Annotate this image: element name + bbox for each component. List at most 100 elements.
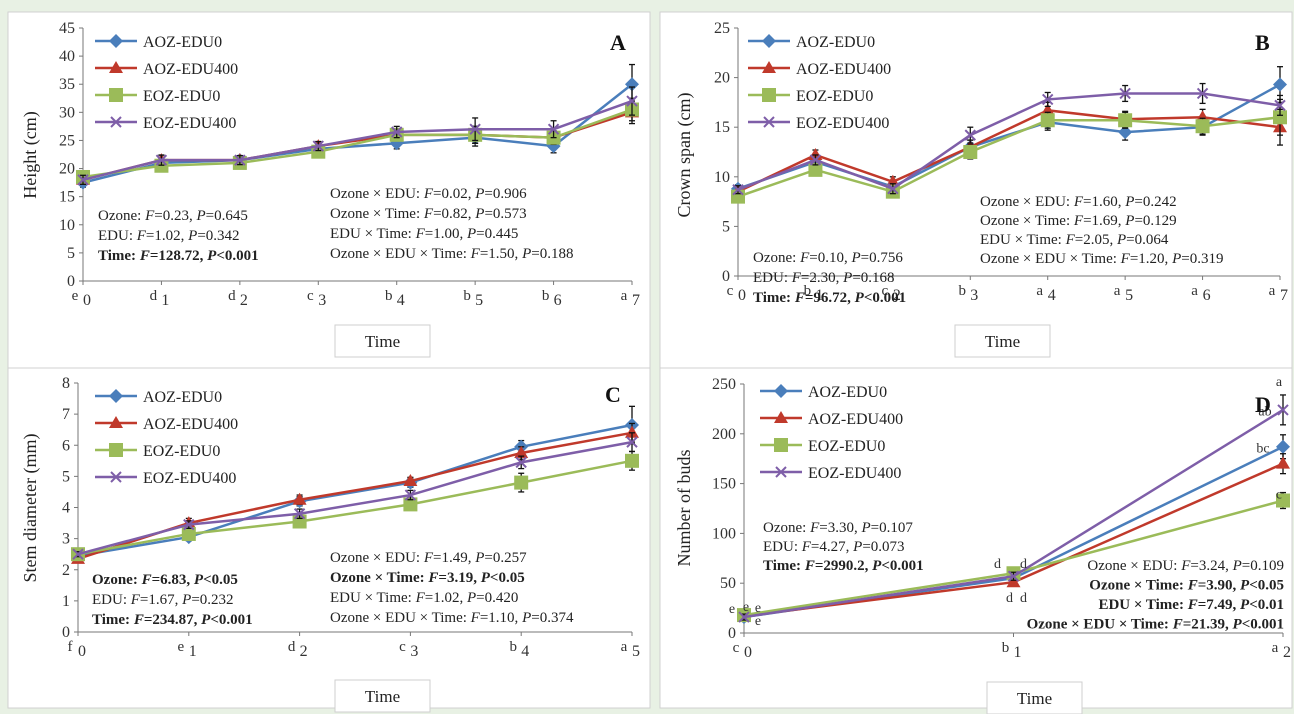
x-tick-label: 7 — [1280, 287, 1288, 304]
x-significance-letter: b — [542, 288, 550, 304]
series-eoz-edu400 — [77, 86, 638, 186]
legend-marker — [110, 116, 122, 128]
point-significance-letter: e — [755, 614, 761, 629]
data-point — [292, 492, 307, 505]
x-tick-label: 0 — [78, 643, 86, 660]
stat-line: EDU: F=4.27, P=0.073 — [763, 539, 905, 555]
x-tick-label: 5 — [632, 643, 640, 660]
stat-line: EDU: F=2.30, P=0.168 — [753, 270, 895, 286]
x-significance-letter: d — [150, 288, 158, 304]
x-tick-label: 2 — [300, 643, 308, 660]
point-significance-letter: d — [1020, 557, 1027, 572]
legend-entry: AOZ-EDU0 — [760, 384, 887, 401]
data-point — [391, 126, 403, 138]
x-significance-letter: a — [1272, 640, 1279, 656]
stat-line: Ozone × Time: F=3.19, P<0.05 — [330, 570, 525, 586]
legend-label: EOZ-EDU0 — [808, 438, 885, 455]
panel-label: C — [605, 382, 621, 407]
legend-marker — [109, 416, 123, 428]
x-tick-label: 4 — [1048, 287, 1056, 304]
data-point — [1196, 87, 1209, 100]
data-point — [625, 425, 639, 438]
data-point — [514, 446, 529, 459]
y-axis-label: Stem diameter (mm) — [20, 434, 41, 583]
legend-label: AOZ-EDU400 — [143, 61, 238, 78]
data-point — [1276, 493, 1290, 508]
y-tick-label: 0 — [722, 268, 730, 285]
legend-marker — [762, 34, 776, 48]
x-tick-label: 3 — [410, 643, 418, 660]
y-tick-label: 0 — [62, 624, 70, 641]
data-point — [625, 77, 639, 92]
data-point — [312, 140, 324, 152]
y-tick-label: 10 — [714, 169, 730, 186]
data-point — [403, 474, 418, 487]
x-axis-label-box — [986, 681, 1083, 714]
y-tick-label: 20 — [59, 161, 75, 178]
series-eoz-edu400 — [732, 82, 1286, 196]
x-tick-label: 7 — [632, 292, 640, 309]
legend-label: AOZ-EDU400 — [143, 416, 238, 433]
data-point — [72, 548, 84, 560]
series-eoz-edu400 — [72, 432, 638, 560]
x-tick-label: 1 — [161, 292, 169, 309]
point-significance-letter: e — [755, 601, 761, 616]
stat-line: Time: F=2990.2, P<0.001 — [763, 558, 924, 574]
stat-line: Ozone × EDU: F=1.49, P=0.257 — [330, 550, 527, 566]
legend-marker — [774, 438, 788, 452]
legend-label: EOZ-EDU400 — [808, 465, 901, 482]
data-point — [1276, 439, 1290, 454]
x-tick-label: 0 — [744, 644, 752, 661]
x-tick-label: 6 — [554, 292, 562, 309]
x-significance-letter: e — [72, 288, 79, 304]
x-axis-label: Time — [985, 332, 1020, 351]
x-significance-letter: a — [1269, 283, 1276, 299]
series-line — [77, 459, 633, 556]
stat-line: EDU × Time: F=2.05, P=0.064 — [980, 232, 1169, 248]
y-tick-label: 250 — [712, 376, 736, 393]
x-tick-label: 4 — [397, 292, 405, 309]
x-significance-letter: c — [399, 639, 406, 655]
data-point — [183, 518, 195, 531]
y-tick-label: 30 — [59, 104, 75, 121]
legend-marker — [762, 88, 776, 102]
x-significance-letter: e — [177, 639, 184, 655]
x-significance-letter: c — [733, 640, 740, 656]
legend-marker — [774, 411, 788, 423]
x-tick-label: 4 — [521, 643, 529, 660]
x-axis-label-box — [334, 324, 431, 358]
data-point — [1007, 570, 1020, 582]
stat-line: Ozone: F=0.10, P=0.756 — [753, 250, 903, 266]
legend-entry: EOZ-EDU400 — [95, 115, 236, 132]
y-tick-label: 100 — [712, 525, 736, 542]
data-point — [732, 183, 744, 196]
x-tick-label: 2 — [240, 292, 248, 309]
series-eoz-edu400 — [738, 394, 1289, 623]
legend-marker — [109, 389, 123, 403]
legend-label: EOZ-EDU400 — [143, 470, 236, 487]
data-point — [1042, 93, 1054, 106]
legend-marker — [774, 384, 788, 398]
legend-label: AOZ-EDU0 — [143, 34, 222, 51]
y-tick-label: 150 — [712, 476, 736, 493]
data-point — [181, 526, 196, 541]
stat-line: Ozone × Time: F=0.82, P=0.573 — [330, 206, 527, 222]
data-point — [963, 145, 978, 159]
panel-label: A — [610, 30, 626, 55]
y-tick-label: 1 — [62, 593, 70, 610]
legend-marker — [109, 61, 123, 73]
stat-line: Ozone × EDU: F=1.60, P=0.242 — [980, 194, 1177, 210]
y-tick-label: 45 — [59, 20, 75, 37]
series-line — [82, 108, 633, 179]
data-point — [626, 95, 638, 107]
y-axis-label: Number of buds — [674, 450, 694, 567]
data-point — [403, 497, 418, 512]
y-axis-label: Crown span (cm) — [674, 93, 695, 218]
legend-label: AOZ-EDU0 — [143, 389, 222, 406]
data-point — [1273, 77, 1287, 92]
data-point — [404, 489, 417, 501]
legend-label: AOZ-EDU400 — [808, 411, 903, 428]
stat-line: EDU × Time: F=1.00, P=0.445 — [330, 226, 518, 242]
